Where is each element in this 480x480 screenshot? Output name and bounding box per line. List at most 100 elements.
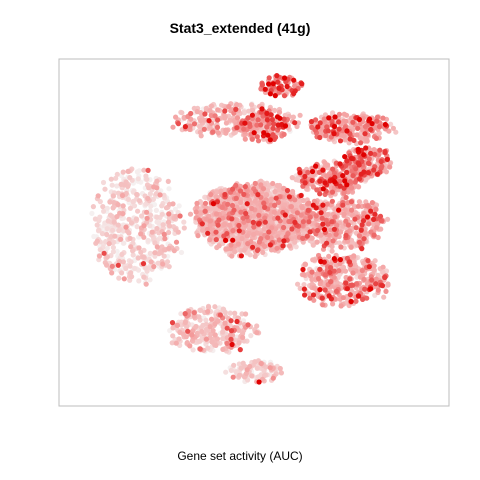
cell-point: [178, 249, 185, 256]
cell-point: [309, 168, 316, 175]
cell-point: [355, 203, 361, 209]
cell-point: [94, 222, 100, 228]
cell-point: [290, 208, 296, 214]
cell-point: [214, 189, 220, 195]
cell-point: [274, 114, 281, 120]
cell-point: [249, 102, 255, 108]
cell-point: [350, 270, 356, 276]
cell-point: [255, 374, 262, 380]
cell-point: [127, 175, 133, 181]
cell-point: [201, 117, 207, 123]
cell-point: [322, 287, 328, 293]
cell-point: [331, 131, 337, 137]
cell-point: [364, 203, 371, 209]
cell-point: [324, 173, 330, 179]
cell-point: [143, 173, 149, 179]
cell-point: [194, 204, 200, 210]
cell-point: [120, 259, 126, 265]
cell-point: [219, 204, 225, 210]
cell-point: [165, 178, 171, 184]
cell-point: [236, 340, 242, 346]
cell-point: [111, 219, 117, 225]
cell-point: [288, 204, 294, 210]
cell-point: [244, 233, 250, 239]
cell-point: [306, 200, 312, 206]
cell-point: [371, 167, 377, 173]
cell-point: [241, 247, 247, 253]
cell-point: [300, 266, 306, 273]
cell-point: [141, 234, 147, 240]
cell-point: [101, 250, 107, 256]
cell-point: [347, 292, 353, 298]
cell-point: [297, 112, 303, 118]
cell-point: [197, 210, 203, 216]
cell-point: [130, 248, 136, 254]
cell-point: [259, 118, 266, 124]
cell-point: [325, 128, 331, 134]
cell-point: [380, 269, 386, 275]
cell-point: [313, 163, 319, 169]
cell-point: [356, 233, 362, 239]
cell-point: [210, 328, 216, 334]
cell-point: [245, 241, 251, 247]
cell-point: [378, 217, 384, 224]
cell-point: [112, 233, 118, 239]
cell-point: [320, 302, 326, 308]
cell-point: [372, 125, 379, 131]
cell-point: [268, 247, 275, 253]
cell-point: [109, 263, 115, 269]
cell-point: [210, 129, 216, 135]
cell-point: [224, 340, 230, 346]
cell-point: [341, 190, 347, 196]
cell-point: [123, 265, 129, 271]
cell-point: [266, 229, 272, 235]
cell-point: [348, 185, 355, 191]
cell-point: [205, 230, 211, 236]
cell-point: [343, 280, 349, 286]
cell-point: [187, 343, 193, 349]
cell-point: [334, 222, 340, 228]
cell-point: [229, 253, 235, 259]
cell-point: [108, 234, 114, 240]
cell-point: [329, 219, 335, 225]
cell-point: [198, 325, 204, 331]
cell-point: [266, 75, 272, 81]
cell-point: [301, 286, 307, 292]
cell-point: [366, 264, 372, 270]
cell-point: [95, 193, 101, 199]
cell-point: [104, 231, 110, 238]
cell-point: [336, 119, 342, 125]
cell-point: [276, 109, 283, 115]
cell-point: [317, 134, 323, 141]
cell-point: [101, 208, 107, 214]
cell-point: [143, 265, 149, 271]
cell-point: [238, 209, 244, 215]
cell-point: [214, 124, 221, 130]
cell-point: [281, 238, 287, 244]
cell-point: [228, 328, 235, 334]
cell-point: [249, 136, 255, 142]
cell-point: [275, 215, 281, 221]
cell-point: [128, 270, 134, 276]
cell-point: [301, 282, 307, 288]
cell-point: [127, 263, 133, 269]
cell-point: [109, 270, 115, 276]
cell-point: [265, 187, 271, 194]
cell-point: [353, 166, 359, 172]
cell-point: [166, 215, 172, 221]
cell-point: [290, 188, 296, 195]
cell-point: [329, 189, 336, 195]
cell-point: [115, 262, 121, 268]
cell-point: [193, 323, 199, 330]
cell-point: [353, 225, 359, 231]
cell-point: [338, 303, 344, 309]
cell-point: [249, 205, 255, 212]
cell-point: [189, 332, 195, 338]
cell-point: [264, 234, 271, 240]
cell-point: [100, 179, 107, 186]
cell-point: [368, 208, 374, 214]
cell-point: [366, 156, 372, 162]
cell-point: [384, 156, 390, 162]
cell-point: [289, 226, 295, 232]
cell-point: [159, 203, 165, 209]
